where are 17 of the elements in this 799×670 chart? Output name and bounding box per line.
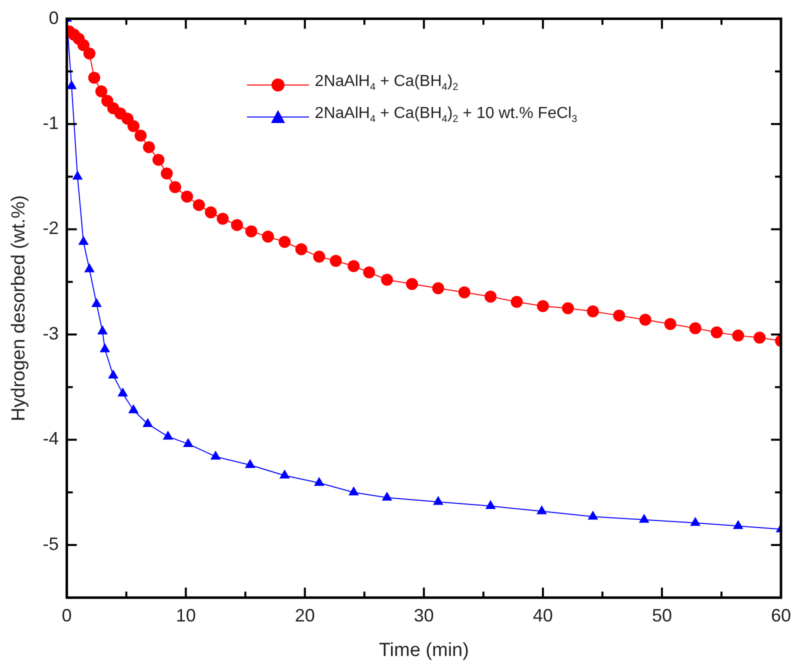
y-tick-label: -5 <box>42 534 59 554</box>
x-tick-label: 60 <box>770 605 792 626</box>
y-tick-label: -4 <box>42 428 59 449</box>
x-tick-label: 30 <box>414 605 434 626</box>
x-tick-label: 50 <box>652 605 672 626</box>
y-axis-title: Hydrogen desorbed (wt.%) <box>8 195 30 422</box>
x-tick-label: 40 <box>532 605 553 626</box>
x-axis-title: Time (min) <box>378 640 469 661</box>
x-tick-label: 0 <box>62 605 72 626</box>
y-tick-label: -1 <box>42 113 59 134</box>
legend-label: 2NaAlH$_{4}$ + Ca(BH$_{4}$)$_{2}$ <box>314 72 458 95</box>
y-tick-label: 0 <box>48 8 59 28</box>
x-tick-label: 20 <box>294 605 315 626</box>
legend-label: 2NaAlH$_{4}$ + Ca(BH$_{4}$)$_{2}$ + 10 wt.% FeCl$_{3}$ <box>314 104 578 128</box>
y-tick-label: -3 <box>42 323 59 344</box>
y-tick-label: -2 <box>42 218 59 238</box>
x-tick-label: 10 <box>176 605 196 626</box>
